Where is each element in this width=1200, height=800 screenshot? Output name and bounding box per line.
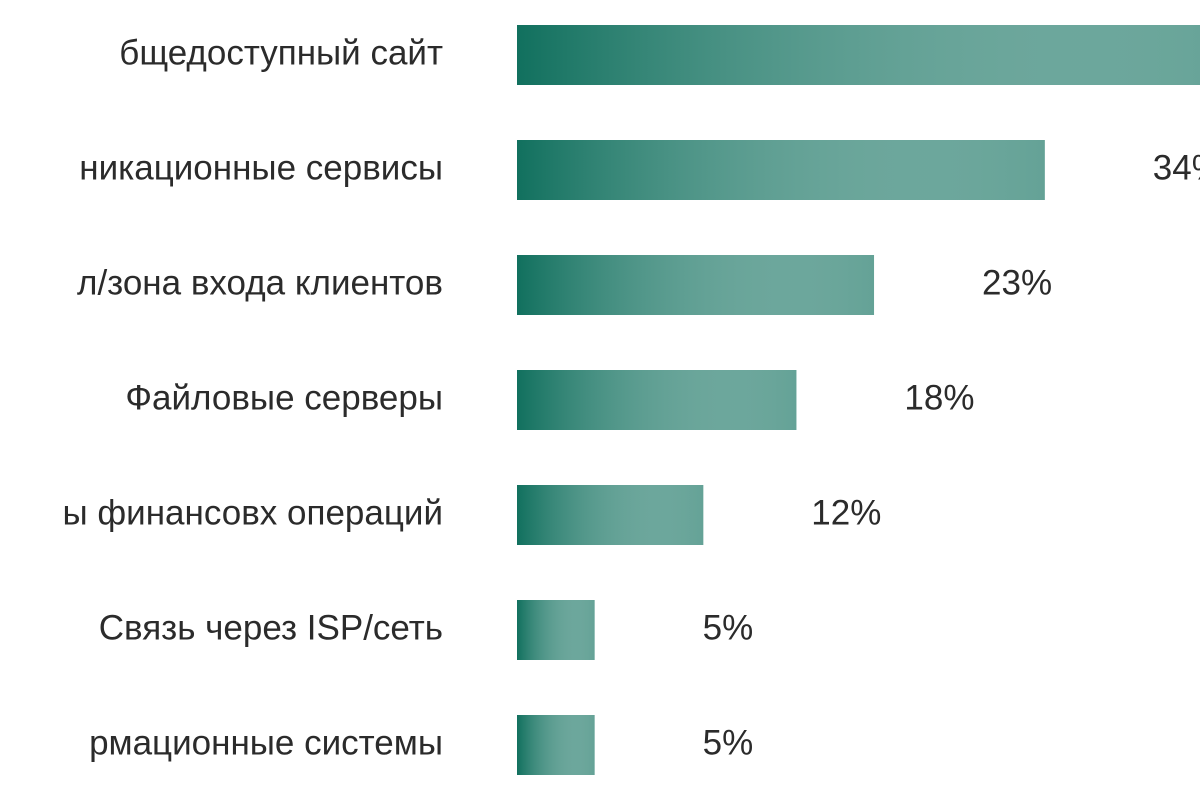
value-label: 5% [703,723,754,762]
category-label: л/зона входа клиентов [77,263,443,302]
category-label: рмационные системы [89,723,443,762]
value-label: 5% [703,608,754,647]
category-label: ы финансовх операций [63,493,444,532]
bar-shade [517,140,1045,200]
category-label: бщедоступный сайт [119,33,443,72]
value-label: 34% [1153,148,1200,187]
bar-shade [517,370,797,430]
bar-shade [517,25,1200,85]
value-label: 18% [904,378,974,417]
bar-shade [517,600,595,660]
category-label: Связь через ISP/сеть [99,608,443,647]
value-label: 12% [811,493,881,532]
bar-shade [517,485,704,545]
value-label: 23% [982,263,1052,302]
category-label: Файловые серверы [125,378,443,417]
category-label: никационные сервисы [79,148,443,187]
bar-shade [517,715,595,775]
bar-shade [517,255,875,315]
